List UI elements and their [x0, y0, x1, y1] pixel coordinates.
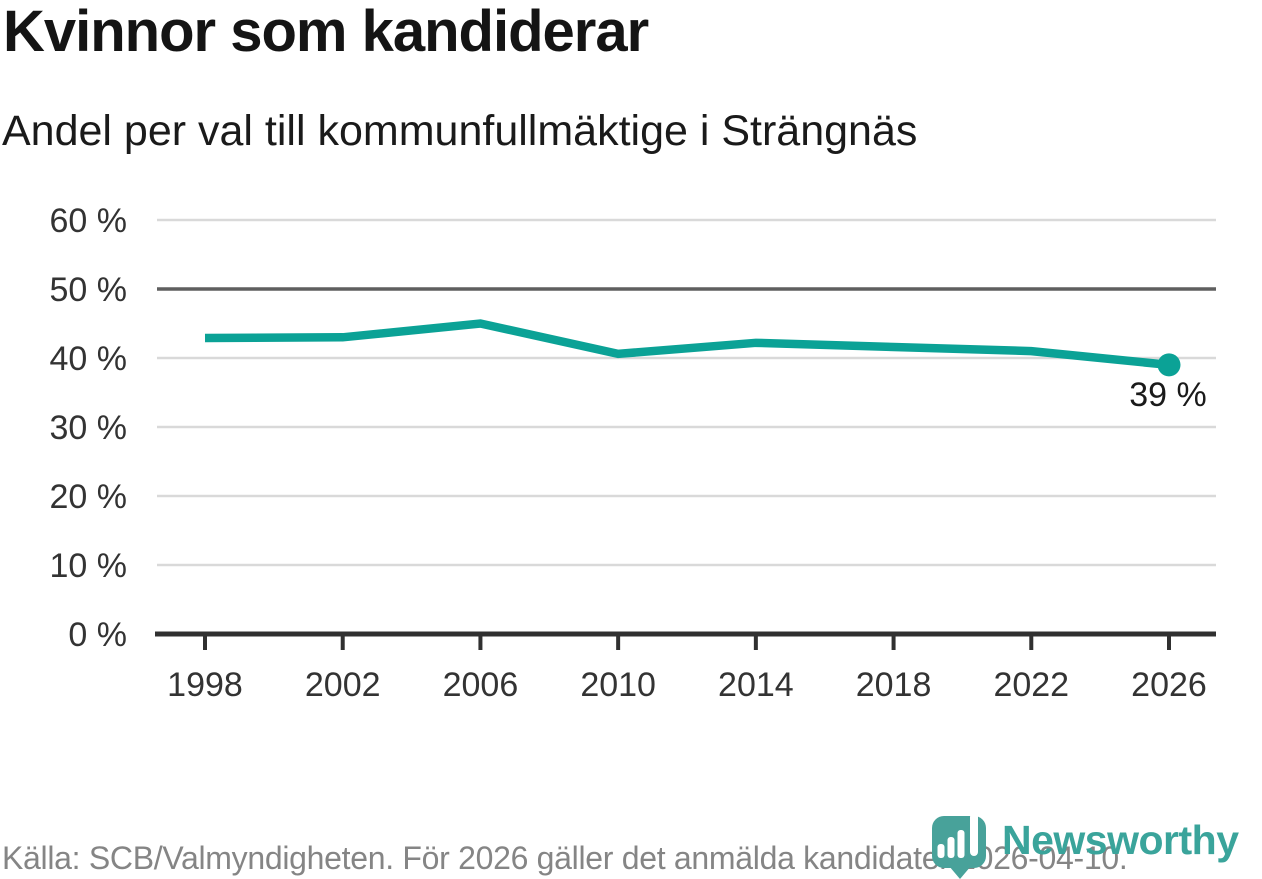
logo-bar-large [957, 830, 965, 858]
y-axis-label: 30 % [50, 409, 128, 447]
newsworthy-logo-icon [932, 813, 986, 879]
x-axis-label: 2006 [443, 666, 519, 704]
x-axis-label: 1998 [167, 666, 243, 704]
newsworthy-logo: Newsworthy [930, 809, 1262, 879]
logo-bar-medium [947, 837, 955, 858]
y-axis-label: 20 % [50, 478, 128, 516]
chart-subtitle: Andel per val till kommunfullmäktige i S… [2, 107, 918, 155]
newsworthy-wordmark: Newsworthy [1002, 817, 1239, 863]
logo-bar-small [937, 844, 945, 858]
logo-bar-tall [970, 813, 978, 856]
logo-bubble-tail [949, 866, 971, 879]
y-axis-label: 10 % [50, 547, 128, 585]
series-line [204, 319, 1170, 370]
line-chart: 0 % 10 % 20 % 30 % 40 % 50 % 60 % 1998 2002 2006 2… [50, 202, 1216, 704]
y-axis-label: 60 % [50, 202, 128, 240]
x-axis-label: 2022 [993, 666, 1069, 704]
end-point-dot [1157, 353, 1181, 377]
x-axis-label: 2026 [1131, 666, 1207, 704]
x-axis-label: 2002 [305, 666, 381, 704]
end-point-label: 39 % [1129, 376, 1207, 414]
x-axis-label: 2010 [580, 666, 656, 704]
chart-title: Kvinnor som kandiderar [3, 0, 649, 64]
x-axis-label: 2014 [718, 666, 794, 704]
y-axis-label: 50 % [50, 271, 128, 309]
y-axis-label: 40 % [50, 340, 128, 378]
x-axis-label: 2018 [856, 666, 932, 704]
y-axis-label: 0 % [68, 616, 127, 654]
